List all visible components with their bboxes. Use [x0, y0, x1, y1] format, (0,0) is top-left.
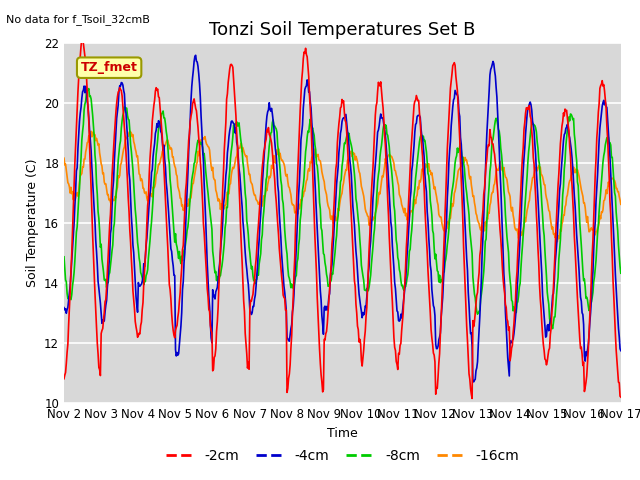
-16cm: [411, 197, 419, 203]
-2cm: [70, 184, 78, 190]
-8cm: [617, 270, 625, 276]
-16cm: [60, 156, 68, 161]
-8cm: [85, 86, 93, 92]
-16cm: [128, 133, 136, 139]
-16cm: [185, 196, 193, 202]
Y-axis label: Soil Temperature (C): Soil Temperature (C): [26, 159, 38, 288]
-2cm: [468, 396, 476, 401]
-2cm: [617, 394, 625, 400]
-2cm: [411, 98, 419, 104]
-16cm: [70, 191, 78, 196]
Title: Tonzi Soil Temperatures Set B: Tonzi Soil Temperatures Set B: [209, 21, 476, 39]
-8cm: [411, 186, 419, 192]
X-axis label: Time: Time: [327, 427, 358, 440]
-4cm: [617, 348, 625, 354]
-16cm: [617, 202, 625, 207]
-4cm: [184, 170, 192, 176]
Legend: -2cm, -4cm, -8cm, -16cm: -2cm, -4cm, -8cm, -16cm: [160, 443, 525, 468]
Line: -8cm: -8cm: [64, 89, 621, 329]
Line: -2cm: -2cm: [64, 38, 621, 398]
-8cm: [128, 157, 136, 163]
-2cm: [60, 376, 68, 382]
-4cm: [470, 379, 477, 385]
-8cm: [60, 254, 68, 260]
Text: No data for f_Tsoil_32cmB: No data for f_Tsoil_32cmB: [6, 14, 150, 25]
-8cm: [70, 270, 78, 276]
-16cm: [126, 129, 134, 134]
-8cm: [214, 280, 222, 286]
-16cm: [214, 198, 222, 204]
Text: TZ_fmet: TZ_fmet: [81, 61, 138, 74]
-4cm: [411, 129, 419, 135]
-2cm: [428, 327, 435, 333]
-2cm: [185, 137, 193, 143]
Line: -16cm: -16cm: [64, 132, 621, 241]
-4cm: [192, 52, 200, 58]
-4cm: [214, 277, 222, 283]
-2cm: [128, 271, 136, 276]
-16cm: [554, 239, 561, 244]
-8cm: [549, 326, 557, 332]
-2cm: [78, 36, 86, 41]
-8cm: [428, 204, 435, 210]
-4cm: [70, 220, 78, 226]
Line: -4cm: -4cm: [64, 55, 621, 382]
-16cm: [428, 172, 435, 178]
-8cm: [185, 216, 193, 221]
-4cm: [127, 214, 135, 220]
-2cm: [214, 305, 222, 311]
-4cm: [60, 305, 68, 311]
-4cm: [428, 268, 435, 274]
